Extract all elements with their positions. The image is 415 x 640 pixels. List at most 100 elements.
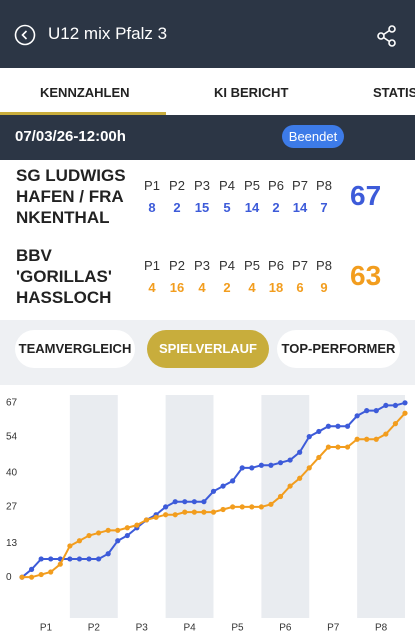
x-tick-label: P5: [231, 623, 244, 634]
series-point: [344, 444, 351, 450]
tab[interactable]: KI BERICHT: [214, 85, 289, 100]
series-point: [182, 499, 188, 505]
period-score: 2: [272, 200, 280, 215]
period-band: [357, 395, 405, 618]
period-label: P2: [169, 258, 185, 273]
series-point: [105, 551, 111, 557]
series-point: [287, 457, 293, 463]
period-label: P1: [144, 258, 160, 273]
series-point: [392, 402, 399, 409]
series-point: [230, 504, 236, 510]
period-score: 7: [320, 200, 328, 215]
tab[interactable]: STATISTIK: [373, 85, 415, 100]
period-label: P3: [194, 178, 210, 193]
series-point: [354, 436, 360, 442]
period-score: 2: [173, 200, 181, 215]
y-tick-label: 54: [6, 431, 18, 442]
series-point: [277, 493, 284, 500]
period-band: [165, 395, 214, 618]
period-label: P4: [219, 178, 235, 193]
team-name: HASSLOCH: [16, 288, 112, 307]
series-point: [210, 509, 217, 515]
series-point: [38, 556, 44, 562]
period-score: 14: [244, 200, 260, 215]
period-label: P3: [194, 258, 210, 273]
x-tick-label: P1: [40, 623, 53, 634]
series-point: [297, 475, 303, 481]
series-point: [325, 444, 331, 450]
period-score: 8: [148, 200, 156, 215]
series-point: [96, 556, 102, 562]
period-band: [69, 395, 118, 618]
y-tick-label: 40: [6, 468, 18, 479]
button[interactable]: TOP-PERFORMER: [277, 330, 400, 368]
series-point: [48, 556, 54, 562]
team-row: SG LUDWIGS HAFEN / FRA NKENTHAL P1 8 P2 2 P3 15 P…: [0, 160, 415, 240]
period-score: 2: [223, 280, 231, 295]
tab[interactable]: KENNZAHLEN: [40, 85, 130, 100]
series-point: [268, 501, 274, 507]
team-name: SG LUDWIGS: [16, 166, 126, 185]
team-total: 63: [350, 260, 382, 291]
series-point: [86, 556, 92, 562]
series-point: [124, 532, 130, 539]
series-point: [306, 434, 312, 440]
period-label: P8: [316, 258, 332, 273]
series-point: [182, 509, 188, 515]
back-button[interactable]: [14, 24, 36, 46]
period-label: P1: [144, 178, 160, 193]
series-point: [163, 512, 169, 518]
series-point: [201, 499, 207, 505]
series-point: [19, 574, 25, 580]
series-point: [325, 423, 331, 429]
series-point: [163, 504, 169, 510]
button-area: TEAMVERGLEICH SPIELVERLAUF TOP-PERFORMER: [0, 320, 415, 385]
status-badge: Beendet: [282, 125, 344, 148]
share-button[interactable]: [376, 25, 398, 47]
header: U12 mix Pfalz 3: [0, 0, 415, 68]
game-date: 07/03/26-12:00h: [15, 128, 126, 145]
team-name: HAFEN / FRA: [16, 187, 124, 206]
series-point: [258, 462, 264, 468]
y-tick-label: 27: [6, 502, 18, 513]
series-point: [57, 561, 63, 567]
series-point: [287, 483, 293, 489]
chart: P1 P2 P3 P4 P5 P6 P7 P8 0 13 27 40 54 67: [6, 395, 408, 634]
series-point: [373, 408, 379, 414]
period-label: P4: [219, 258, 235, 273]
tab-underline: [0, 112, 166, 115]
team-name: BBV: [16, 246, 52, 265]
series-point: [344, 423, 351, 429]
y-tick-label: 13: [6, 538, 18, 549]
series-point: [316, 454, 322, 461]
button[interactable]: SPIELVERLAUF: [147, 330, 269, 368]
series-point: [96, 530, 102, 536]
period-label: P2: [169, 178, 185, 193]
period-band: [261, 395, 310, 618]
series-point: [383, 431, 389, 437]
series-point: [277, 460, 284, 466]
series-point: [191, 499, 197, 505]
series-point: [172, 512, 178, 518]
series-point: [115, 527, 121, 533]
series-point: [172, 499, 178, 505]
series-point: [124, 525, 130, 531]
period-score: 16: [169, 280, 185, 295]
period-score: 4: [198, 280, 206, 295]
tab-bar: KENNZAHLEN KI BERICHT STATISTIK: [0, 68, 415, 115]
series-point: [258, 504, 264, 510]
series-point: [105, 527, 111, 533]
period-score: 15: [194, 200, 210, 215]
series-point: [239, 465, 245, 471]
series-point: [153, 514, 159, 520]
series-point: [297, 449, 303, 455]
period-score: 4: [148, 280, 156, 295]
period-score: 9: [320, 280, 328, 295]
x-tick-label: P7: [327, 623, 340, 634]
period-score: 4: [248, 280, 256, 295]
series-point: [230, 478, 236, 484]
game-bar: 07/03/26-12:00h Beendet: [0, 115, 415, 160]
button[interactable]: TEAMVERGLEICH: [15, 330, 135, 368]
series-point: [67, 556, 73, 562]
x-tick-label: P4: [183, 623, 196, 634]
